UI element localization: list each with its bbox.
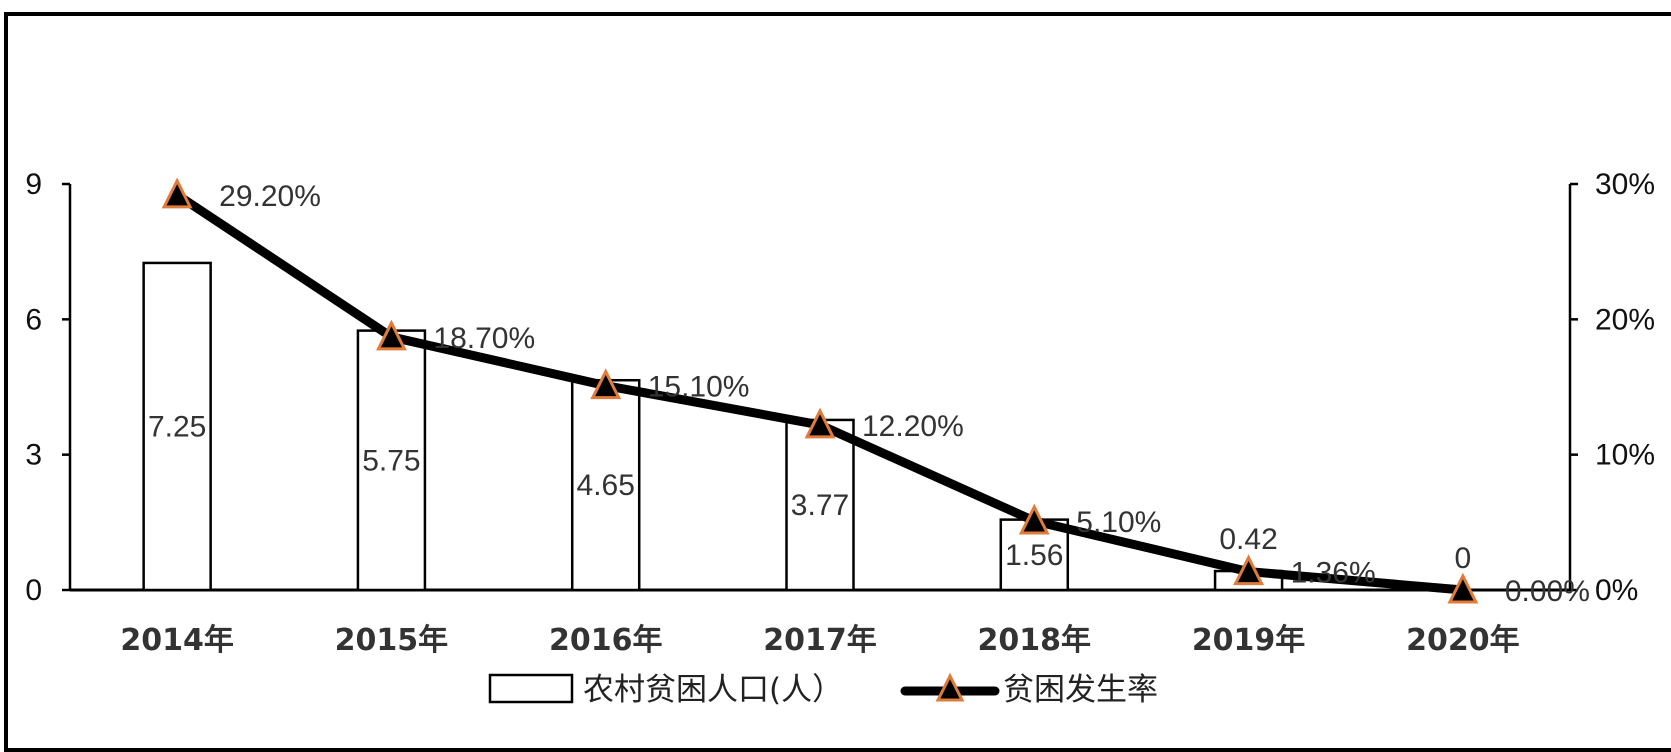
x-tick-label: 2014年 bbox=[120, 623, 234, 658]
chart-frame bbox=[4, 12, 1671, 752]
legend-swatch-marker bbox=[935, 672, 965, 702]
line-marker bbox=[161, 177, 193, 209]
line-data-label: 12.20% bbox=[862, 410, 964, 443]
line-data-label: 29.20% bbox=[219, 180, 321, 213]
right-tick-label: 0% bbox=[1595, 574, 1638, 607]
legend-label-line: 贫困发生率 bbox=[1003, 672, 1158, 708]
bar bbox=[570, 378, 641, 592]
right-tick-label: 20% bbox=[1595, 303, 1655, 336]
bar bbox=[356, 329, 427, 592]
legend: 农村贫困人口(人） 贫困发生率 bbox=[488, 672, 1158, 708]
left-tick-label: 6 bbox=[25, 303, 42, 336]
x-tick-label: 2016年 bbox=[549, 623, 663, 658]
labels-layer: 7.25 5.75 4.65 3.77 1.56 0.42 0 29.20% 18.70% 15.… bbox=[148, 180, 1590, 608]
left-tick-label: 0 bbox=[25, 574, 42, 607]
bar-data-label: 0.42 bbox=[1219, 523, 1277, 556]
line-marker bbox=[1447, 572, 1479, 604]
bar bbox=[142, 261, 212, 592]
line-data-label: 0.00% bbox=[1505, 575, 1590, 608]
line-marker bbox=[1018, 503, 1050, 535]
bar-data-label: 0 bbox=[1455, 542, 1472, 575]
line-marker bbox=[590, 368, 622, 400]
right-tick-label: 30% bbox=[1595, 168, 1655, 201]
bar-data-label: 3.77 bbox=[791, 489, 849, 522]
line-marker bbox=[804, 407, 836, 439]
line-data-label: 1.36% bbox=[1291, 557, 1376, 590]
bar-data-label: 1.56 bbox=[1005, 539, 1063, 572]
bar-data-label: 4.65 bbox=[577, 469, 635, 502]
legend-label-bar: 农村贫困人口(人） bbox=[583, 672, 843, 708]
legend-swatch-bar bbox=[488, 673, 574, 704]
left-tick-label: 9 bbox=[25, 168, 42, 201]
x-tick-label: 2015年 bbox=[335, 623, 449, 658]
bar bbox=[785, 418, 855, 592]
x-tick-label: 2017年 bbox=[763, 623, 877, 658]
x-tick-label: 2019年 bbox=[1192, 623, 1306, 658]
bar-data-label: 5.75 bbox=[362, 444, 420, 477]
x-tick-label: 2018年 bbox=[978, 623, 1092, 658]
bars-layer bbox=[142, 261, 1284, 592]
bar-data-label: 7.25 bbox=[148, 410, 206, 443]
line-data-label: 5.10% bbox=[1076, 506, 1161, 539]
line-marker bbox=[376, 319, 407, 351]
left-tick-label: 3 bbox=[25, 439, 42, 472]
line-data-label: 18.70% bbox=[433, 322, 535, 355]
line-marker bbox=[1233, 554, 1264, 586]
x-tick-label: 2020年 bbox=[1406, 623, 1520, 658]
right-tick-label: 10% bbox=[1595, 439, 1655, 472]
line-layer bbox=[161, 177, 1479, 604]
line-data-label: 15.10% bbox=[648, 371, 750, 404]
axes: 0 3 6 9 0% 10% 20% 30% 2014年 2015年 2016年 2017年 2018年… bbox=[25, 168, 1655, 658]
